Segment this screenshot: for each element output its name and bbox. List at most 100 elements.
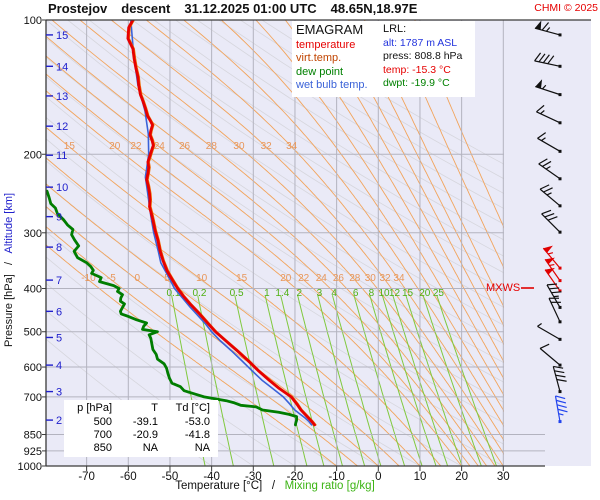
svg-text:10: 10: [378, 288, 390, 299]
curve-legend: EMAGRAM temperature virt.temp. dew point we…: [292, 21, 382, 97]
axis-labels: -70 -60 -50 -40 -30 -20 -10 0 10 20 30100200300400…: [18, 15, 510, 483]
legend-item: virt.temp.: [296, 52, 342, 64]
pressure-axis-caption: Pressure [hPa]: [3, 274, 15, 347]
svg-text:13: 13: [56, 91, 68, 103]
svg-text:26: 26: [333, 273, 345, 284]
table-row: 700 -20.9 -41.8: [68, 429, 214, 442]
grid: [46, 20, 545, 466]
svg-text:15: 15: [64, 141, 76, 152]
table-cell: 700: [93, 429, 112, 441]
altitude-axis-caption: Altitude [km]: [3, 192, 15, 254]
axis-caption-separator: /: [265, 480, 282, 492]
temperature-curve: [126, 20, 316, 427]
svg-text:20: 20: [419, 288, 431, 299]
table-header-row: p [hPa] T Td [°C]: [68, 402, 214, 415]
isoline-labels: -10 -5 0 5 10 1515202022222424262628283030323…: [64, 141, 445, 299]
svg-text:600: 600: [24, 362, 42, 374]
svg-text:24: 24: [316, 273, 328, 284]
svg-text:30: 30: [365, 273, 377, 284]
dewpoint-curve: [46, 189, 299, 427]
sounding-mode: descent: [121, 1, 171, 16]
svg-text:4: 4: [56, 360, 62, 372]
table-row: 500 -39.1 -53.0: [68, 416, 214, 429]
left-axis-caption: Pressure [hPa] / Altitude [km]: [3, 193, 15, 347]
legend-item: dew point: [296, 65, 344, 78]
station-name: Prostejov: [48, 1, 108, 16]
svg-text:850: 850: [24, 430, 42, 442]
svg-text:2: 2: [56, 415, 62, 427]
svg-text:12: 12: [389, 288, 401, 299]
svg-text:5: 5: [164, 273, 170, 284]
svg-text:-20: -20: [287, 471, 304, 483]
lrl-line: alt: 1787 m ASL: [383, 36, 458, 49]
mixing-ratio-axis-caption: Mixing ratio [g/kg]: [284, 480, 375, 492]
table-cell: -53.0: [184, 416, 210, 428]
wind-barbs: [534, 20, 568, 424]
lrl-lines: alt: 1787 m ASL press: 808.8 hPa temp: -15…: [383, 37, 471, 91]
level-data-table: p [hPa] T Td [°C] 500 -39.1 -53.0 700 -20.9 -41.…: [64, 400, 218, 457]
mxws-label: MXWS: [486, 282, 521, 294]
svg-text:1000: 1000: [18, 461, 42, 473]
svg-text:15: 15: [236, 273, 248, 284]
table-row: 850 NA NA: [68, 442, 214, 455]
svg-text:11: 11: [56, 150, 67, 162]
svg-text:28: 28: [349, 273, 361, 284]
svg-text:0.5: 0.5: [230, 288, 244, 299]
temperature-axis-caption: Temperature [°C]: [175, 480, 263, 492]
svg-text:20: 20: [455, 471, 468, 483]
lrl-title: LRL:: [383, 23, 407, 35]
svg-text:20: 20: [109, 141, 121, 152]
table-header-cell: p [hPa]: [77, 402, 112, 414]
svg-text:8: 8: [369, 288, 375, 299]
svg-text:500: 500: [24, 327, 42, 339]
svg-text:-70: -70: [78, 471, 95, 483]
lrl-info-box: LRL: alt: 1787 m ASL press: 808.8 hPa temp…: [379, 21, 475, 97]
svg-text:0.1: 0.1: [167, 288, 181, 299]
svg-text:0: 0: [375, 471, 381, 483]
svg-text:0: 0: [134, 273, 140, 284]
svg-text:-60: -60: [120, 471, 137, 483]
svg-text:1: 1: [264, 288, 270, 299]
svg-text:10: 10: [56, 182, 68, 194]
svg-text:300: 300: [24, 228, 42, 240]
table-cell: -20.9: [132, 429, 158, 441]
svg-text:20: 20: [280, 273, 292, 284]
svg-text:10: 10: [414, 471, 427, 483]
table-cell: NA: [142, 442, 158, 454]
table-header-cell: Td [°C]: [175, 402, 210, 414]
header-title: Prostejov descent 31.12.2025 01:00 UTC 48.6…: [48, 1, 431, 16]
legend-items: temperature virt.temp. dew point wet bulb t…: [296, 39, 378, 93]
svg-text:0.2: 0.2: [193, 288, 207, 299]
legend-item: temperature: [296, 38, 356, 51]
svg-text:22: 22: [130, 141, 142, 152]
table-cell: 500: [93, 416, 112, 428]
svg-text:8: 8: [56, 242, 62, 254]
svg-text:-10: -10: [328, 471, 345, 483]
svg-text:925: 925: [24, 446, 42, 458]
svg-text:-5: -5: [107, 273, 116, 284]
svg-text:32: 32: [261, 141, 273, 152]
svg-text:32: 32: [379, 273, 391, 284]
svg-text:2: 2: [297, 288, 303, 299]
svg-text:100: 100: [24, 15, 42, 27]
svg-text:1.4: 1.4: [275, 288, 289, 299]
svg-text:24: 24: [154, 141, 166, 152]
svg-text:28: 28: [206, 141, 218, 152]
svg-text:-30: -30: [245, 471, 262, 483]
axis-caption-separator: /: [3, 255, 15, 272]
bottom-axis-caption: Temperature [°C] / Mixing ratio [g/kg]: [46, 480, 504, 492]
sounding-datetime: 31.12.2025 01:00 UTC: [184, 1, 317, 16]
svg-text:34: 34: [393, 273, 405, 284]
svg-text:26: 26: [179, 141, 191, 152]
svg-text:-40: -40: [203, 471, 220, 483]
lrl-line: press: 808.8 hPa: [383, 50, 463, 62]
table-cell: -41.8: [184, 429, 210, 441]
legend-item: wet bulb temp.: [296, 79, 368, 91]
svg-text:4: 4: [331, 288, 337, 299]
table-cell: -39.1: [132, 416, 158, 428]
svg-text:14: 14: [56, 61, 68, 73]
table-cell: NA: [194, 442, 210, 454]
svg-text:-50: -50: [162, 471, 179, 483]
svg-text:10: 10: [196, 273, 208, 284]
